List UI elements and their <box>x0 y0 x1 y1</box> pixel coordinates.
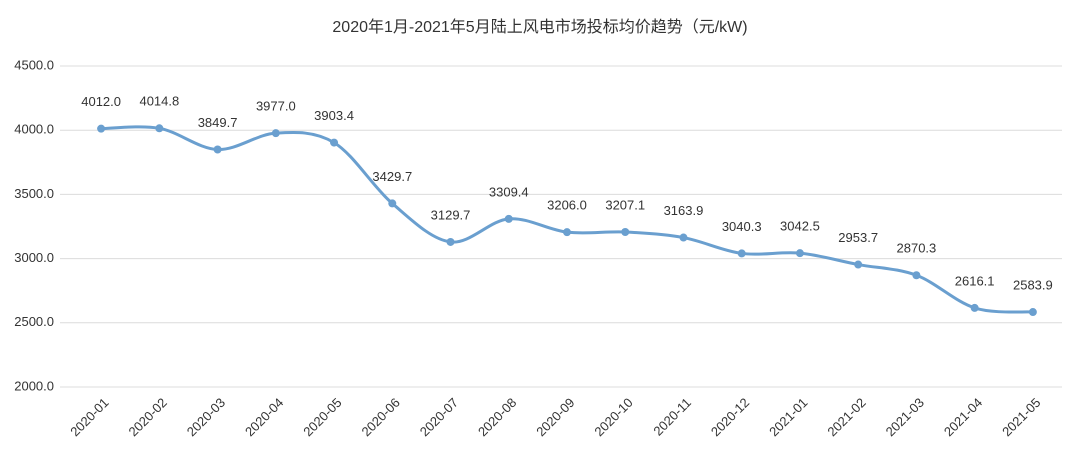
point <box>912 271 921 280</box>
point <box>679 233 688 242</box>
data-label: 2583.9 <box>1013 277 1053 292</box>
point <box>854 260 863 269</box>
point <box>504 214 513 223</box>
data-label: 3977.0 <box>256 99 296 114</box>
data-label: 3129.7 <box>431 207 471 222</box>
data-label: 3429.7 <box>372 169 412 184</box>
y-tick-label: 2500.0 <box>14 314 54 329</box>
data-label: 3309.4 <box>489 184 529 199</box>
data-label: 2953.7 <box>838 230 878 245</box>
point <box>446 237 455 246</box>
data-label: 3903.4 <box>314 108 354 123</box>
data-label: 4012.0 <box>81 94 121 109</box>
data-label: 3040.3 <box>722 219 762 234</box>
point <box>271 129 280 138</box>
data-label: 3206.0 <box>547 198 587 213</box>
data-label: 4014.8 <box>139 94 179 109</box>
y-tick-label: 2000.0 <box>14 378 54 393</box>
data-label: 3849.7 <box>198 115 238 130</box>
point <box>795 249 804 258</box>
data-label: 2616.1 <box>955 273 995 288</box>
point <box>563 228 571 237</box>
point <box>213 145 222 154</box>
y-tick-label: 4000.0 <box>14 122 54 137</box>
line <box>101 125 1033 314</box>
data-label: 3042.5 <box>780 219 820 234</box>
data-label: 3163.9 <box>664 203 704 218</box>
point <box>621 228 630 237</box>
point <box>155 124 164 133</box>
y-tick-label: 3000.0 <box>14 250 54 265</box>
y-tick-label: 3500.0 <box>14 186 54 201</box>
data-label: 3207.1 <box>605 197 645 212</box>
point <box>1028 308 1037 317</box>
point <box>970 303 979 312</box>
chart-title: 2020年1月-2021年5月陆上风电市场投标均价趋势（元/kW) <box>332 18 747 36</box>
y-tick-label: 4500.0 <box>14 57 54 72</box>
data-label: 2870.3 <box>897 241 937 256</box>
point <box>388 199 397 208</box>
point <box>97 124 106 133</box>
point <box>737 249 746 258</box>
point <box>330 138 339 147</box>
